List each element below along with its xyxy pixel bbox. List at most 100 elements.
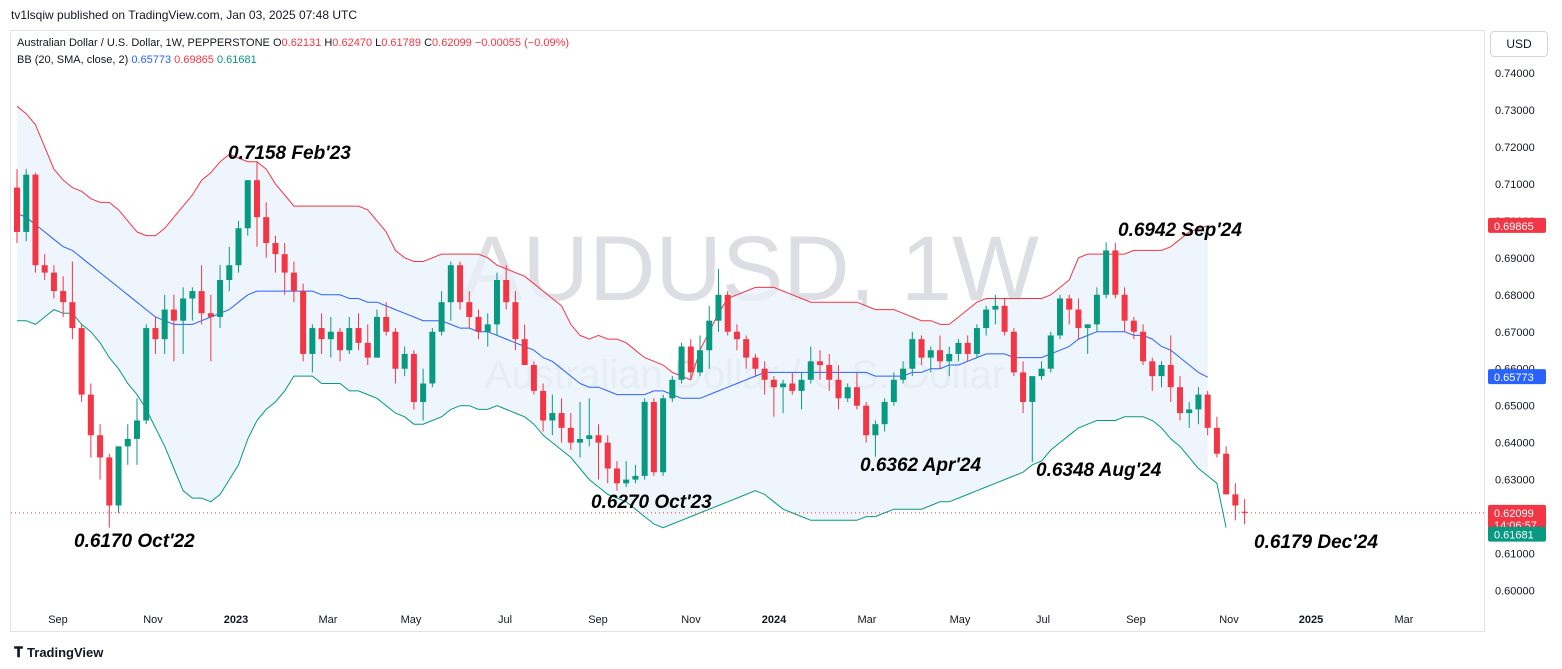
x-tick-label: Mar [858,614,877,626]
close-label: C [424,37,433,49]
candle [577,438,584,443]
candle [253,180,260,218]
candle [807,361,814,380]
bb-mid-badge-bg [1488,369,1546,385]
bb-upper-badge-bg [1488,217,1546,233]
candle [770,379,777,388]
y-tick-label: 0.64000 [1495,438,1535,450]
candle [50,272,57,292]
candle [60,291,67,303]
low-value: 0.61789 [381,37,422,49]
candle [244,180,251,229]
candle [872,424,879,436]
candle [337,331,344,351]
tradingview-logo[interactable]: 𝐓 TradingView [14,644,103,661]
candle [1093,294,1100,325]
candle [327,331,334,340]
candle [475,316,482,332]
brand-name: TradingView [27,645,104,660]
candle [97,435,104,458]
bb-upper-value: 0.69865 [174,54,214,66]
candle [235,228,242,266]
candle [1112,250,1119,295]
candle [1010,331,1017,373]
candle [484,324,491,332]
symbol-title[interactable]: Australian Dollar / U.S. Dollar, 1W, PEP… [17,37,270,49]
candle [1195,394,1202,410]
candle [1204,394,1211,428]
candle [909,339,916,369]
open-label: O [272,37,282,49]
candle [493,280,500,325]
candle [466,302,473,317]
candle [1056,298,1063,336]
high-value: 0.62470 [332,37,373,49]
candle [1020,372,1027,402]
bb-band-fill [17,106,1208,528]
candle [724,294,731,332]
symbol-legend-row: Australian Dollar / U.S. Dollar, 1W, PEP… [17,35,569,52]
candle [1149,361,1156,377]
candle [835,379,842,399]
candle [364,342,371,358]
candle [115,446,122,506]
candle [410,353,417,402]
candle [180,298,187,321]
x-tick-label: Nov [1219,614,1239,626]
candle [946,353,953,362]
candle [281,254,288,273]
candle [826,365,833,380]
candle [290,272,297,292]
y-tick-label: 0.74000 [1495,68,1535,80]
candle [447,265,454,303]
candle [420,383,427,402]
candle [937,350,943,362]
candle [1047,335,1054,369]
candle [595,435,602,443]
x-tick-label: Sep [588,614,608,626]
bb-mid-value: 0.65773 [131,54,172,66]
candle [429,331,436,384]
candle [780,383,787,388]
candle [817,361,824,366]
candles-group [14,161,1248,528]
candle [32,174,39,266]
publish-info: tv1lsqiw published on TradingView.com, J… [11,8,357,22]
candle [604,442,611,469]
candle [964,342,971,354]
currency-button[interactable]: USD [1490,31,1548,57]
candle [678,346,685,380]
price-annotation: 0.7158 Feb'23 [228,143,351,164]
candle [632,475,639,480]
candle [318,328,325,340]
y-tick-label: 0.67000 [1495,327,1535,339]
tradingview-logo-icon: 𝐓 [14,644,24,660]
price-annotation: 0.6348 Aug'24 [1036,460,1162,481]
chart-pane[interactable] [10,30,1485,632]
candle [133,420,140,439]
candle [650,401,657,473]
candle [844,387,851,399]
candle [1241,511,1248,513]
y-tick-label: 0.61000 [1495,549,1535,561]
candle [512,302,519,340]
candle [927,350,934,358]
bb-indicator-title[interactable]: BB (20, SMA, close, 2) [17,54,129,66]
x-tick-label: 2023 [224,614,248,626]
y-tick-label: 0.73000 [1495,105,1535,117]
candle [401,353,408,369]
bb-lower-badge-bg [1488,526,1546,542]
candle [641,401,648,476]
price-annotation: 0.6170 Oct'22 [74,531,195,552]
candle [586,435,593,439]
x-tick-label: Nov [681,614,701,626]
x-tick-label: Jul [498,614,512,626]
close-value: 0.62099 [432,37,472,49]
candle [373,316,380,358]
candle [955,342,962,354]
candle [1186,409,1193,414]
candle [392,331,399,369]
x-tick-label: Mar [1395,614,1414,626]
candle [540,390,547,421]
